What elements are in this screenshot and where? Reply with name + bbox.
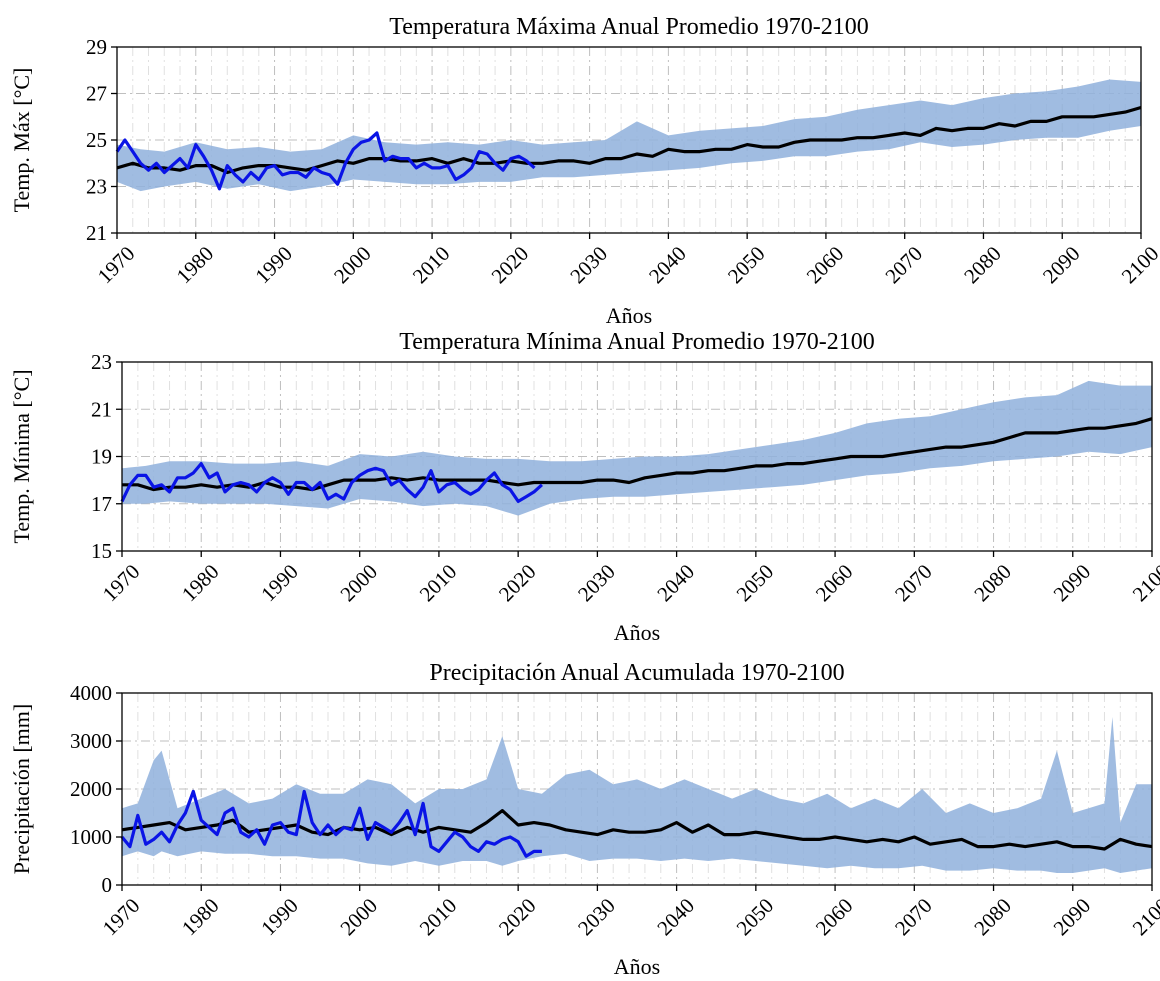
x-tick-label: 2070 xyxy=(880,241,927,288)
gridlines xyxy=(122,362,1152,551)
x-tick-label: 1980 xyxy=(177,893,224,940)
x-tick-label: 1990 xyxy=(256,893,303,940)
y-tick-label: 0 xyxy=(102,873,113,897)
x-tick-label: 1970 xyxy=(93,241,140,288)
y-tick-label: 25 xyxy=(86,128,107,152)
y-tick-label: 3000 xyxy=(70,729,112,753)
x-tick-label: 1990 xyxy=(256,559,303,606)
x-tick-label: 2020 xyxy=(487,241,534,288)
x-tick-label: 2040 xyxy=(644,241,691,288)
y-tick-label: 15 xyxy=(91,539,112,563)
chart-panel-1: 21 23 25 27 29 1970 1980 1990 2000 2010 2020 2030 20… xyxy=(9,14,1160,328)
ensemble-range-band xyxy=(122,717,1152,873)
y-tick-label: 17 xyxy=(91,492,112,516)
observed-line xyxy=(120,789,542,858)
x-tick-label: 2000 xyxy=(329,241,376,288)
x-tick-label: 2030 xyxy=(573,893,620,940)
x-tick-label: 2070 xyxy=(890,893,937,940)
y-tick-label: 2000 xyxy=(70,777,112,801)
chart-title: Temperatura Máxima Anual Promedio 1970-2… xyxy=(389,14,869,40)
x-axis-label: Años xyxy=(614,620,660,645)
x-tick-label: 1990 xyxy=(250,241,297,288)
x-tick-label: 2040 xyxy=(652,559,699,606)
y-tick-label: 21 xyxy=(91,397,112,421)
x-tick-label: 2090 xyxy=(1049,559,1096,606)
y-axis-label: Precipitación [mm] xyxy=(9,704,34,874)
y-tick-label: 29 xyxy=(86,35,107,59)
x-tick-label: 2000 xyxy=(335,893,382,940)
x-tick-label: 1980 xyxy=(172,241,219,288)
chart-panel-3: 0 1000 2000 3000 4000 1970 1980 1990 2000 2010 202… xyxy=(9,660,1160,979)
x-tick-label: 2050 xyxy=(723,241,770,288)
ensemble-range-band xyxy=(122,380,1152,516)
x-tick-label: 2080 xyxy=(959,241,1006,288)
x-tick-label: 2030 xyxy=(573,559,620,606)
chart-panel-2: 15 17 19 21 23 1970 1980 1990 2000 2010 2020 2030 20… xyxy=(9,329,1160,645)
x-tick-label: 1970 xyxy=(98,893,145,940)
x-tick-label: 2100 xyxy=(1128,893,1160,940)
x-axis-label: Años xyxy=(614,954,660,979)
x-tick-label: 2000 xyxy=(335,559,382,606)
x-tick-label: 2020 xyxy=(494,893,541,940)
chart-title: Precipitación Anual Acumulada 1970-2100 xyxy=(429,660,844,686)
y-tick-label: 23 xyxy=(86,175,107,199)
x-tick-label: 2030 xyxy=(565,241,612,288)
x-tick-label: 2070 xyxy=(890,559,937,606)
ensemble-range-band xyxy=(117,79,1141,192)
x-tick-label: 2080 xyxy=(969,893,1016,940)
observed-line xyxy=(115,131,536,191)
x-tick-label: 2100 xyxy=(1117,241,1160,288)
gridlines xyxy=(117,47,1141,233)
y-tick-label: 19 xyxy=(91,445,112,469)
x-tick-label: 2050 xyxy=(732,893,779,940)
x-tick-label: 2060 xyxy=(811,893,858,940)
y-axis-label: Temp. Mínima [°C] xyxy=(9,369,34,543)
x-tick-label: 1980 xyxy=(177,559,224,606)
ensemble-mean-line xyxy=(116,105,1142,175)
x-tick-label: 2060 xyxy=(802,241,849,288)
x-tick-label: 2010 xyxy=(415,893,462,940)
x-tick-label: 2060 xyxy=(811,559,858,606)
observed-line xyxy=(120,462,543,503)
x-tick-label: 2050 xyxy=(732,559,779,606)
x-axis-label: Años xyxy=(606,303,652,328)
y-axis-label: Temp. Máx [°C] xyxy=(9,68,34,213)
x-tick-label: 2100 xyxy=(1128,559,1160,606)
x-tick-label: 1970 xyxy=(98,559,145,606)
y-tick-label: 1000 xyxy=(70,825,112,849)
x-tick-label: 2040 xyxy=(652,893,699,940)
x-tick-label: 2010 xyxy=(408,241,455,288)
chart-title: Temperatura Mínima Anual Promedio 1970-2… xyxy=(399,329,875,355)
y-tick-label: 27 xyxy=(86,82,107,106)
y-tick-label: 23 xyxy=(91,350,112,374)
y-tick-label: 4000 xyxy=(70,681,112,705)
x-tick-label: 2080 xyxy=(969,559,1016,606)
ensemble-mean-line xyxy=(121,808,1153,851)
x-tick-label: 2020 xyxy=(494,559,541,606)
x-tick-label: 2090 xyxy=(1038,241,1085,288)
x-tick-label: 2090 xyxy=(1049,893,1096,940)
y-tick-label: 21 xyxy=(86,221,107,245)
x-tick-label: 2010 xyxy=(415,559,462,606)
